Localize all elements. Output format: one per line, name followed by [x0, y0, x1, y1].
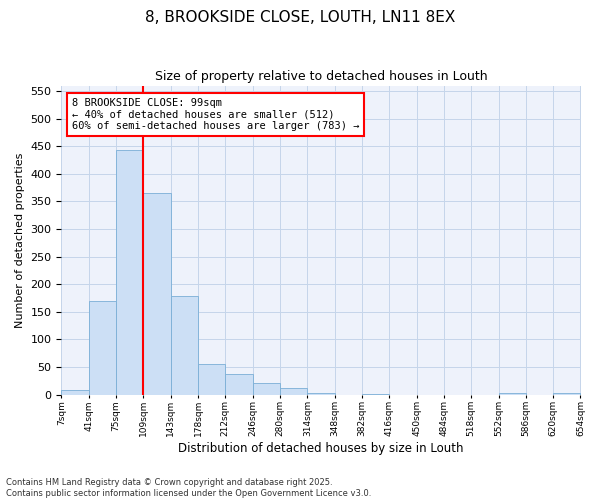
Y-axis label: Number of detached properties: Number of detached properties	[15, 152, 25, 328]
Text: 8, BROOKSIDE CLOSE, LOUTH, LN11 8EX: 8, BROOKSIDE CLOSE, LOUTH, LN11 8EX	[145, 10, 455, 25]
Text: Contains HM Land Registry data © Crown copyright and database right 2025.
Contai: Contains HM Land Registry data © Crown c…	[6, 478, 371, 498]
Bar	[198, 364, 226, 394]
Bar	[89, 300, 116, 394]
Bar	[170, 296, 198, 394]
Bar	[116, 150, 143, 394]
X-axis label: Distribution of detached houses by size in Louth: Distribution of detached houses by size …	[178, 442, 464, 455]
Text: 8 BROOKSIDE CLOSE: 99sqm
← 40% of detached houses are smaller (512)
60% of semi-: 8 BROOKSIDE CLOSE: 99sqm ← 40% of detach…	[72, 98, 359, 131]
Bar	[253, 384, 280, 394]
Bar	[226, 374, 253, 394]
Bar	[553, 393, 580, 394]
Title: Size of property relative to detached houses in Louth: Size of property relative to detached ho…	[155, 70, 487, 83]
Bar	[143, 193, 170, 394]
Bar	[61, 390, 89, 394]
Bar	[280, 388, 307, 394]
